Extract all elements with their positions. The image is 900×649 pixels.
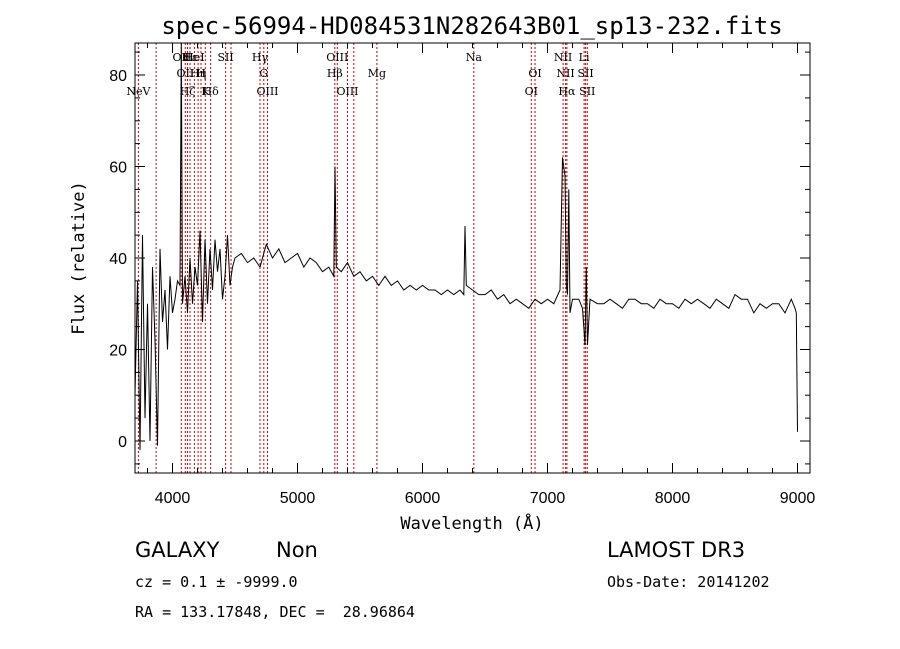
x-axis: 4000 5000 6000 7000 8000 9000: [147, 43, 816, 507]
observation-date: Obs-Date: 20141202: [607, 573, 770, 591]
line-marker-label: G: [259, 67, 268, 80]
line-marker-label: Hγ: [252, 51, 269, 64]
chart-title: spec-56994-HD084531N282643B01_sp13-232.f…: [161, 12, 782, 40]
line-marker-label: Hη: [190, 67, 206, 80]
line-marker-label: OIII: [336, 85, 358, 98]
object-subclass: Non: [276, 538, 318, 562]
line-marker-label: Hδ: [202, 85, 219, 98]
line-marker-label: Hβ: [327, 67, 343, 80]
y-tick-label: 0: [118, 434, 127, 451]
survey-name: LAMOST DR3: [607, 538, 746, 562]
line-marker-label: SII: [577, 67, 593, 80]
y-tick-label: 40: [109, 251, 127, 268]
line-marker-label: OI: [528, 67, 541, 80]
line-marker-label: OI: [525, 85, 538, 98]
x-tick-label: 6000: [405, 490, 441, 507]
y-tick-label: 60: [109, 160, 127, 177]
line-marker-label: Li: [579, 51, 590, 64]
x-tick-label: 8000: [655, 490, 691, 507]
line-marker-label: OIII: [256, 85, 278, 98]
line-marker-label: Na: [466, 51, 483, 64]
line-marker-label: NeV: [126, 85, 151, 98]
line-marker-label: HeI: [184, 51, 204, 64]
y-tick-label: 20: [109, 343, 127, 360]
x-axis-title: Wavelength (Å): [400, 512, 543, 534]
line-marker-label: Hε: [182, 51, 198, 64]
x-tick-label: 5000: [280, 490, 316, 507]
spectrum-line: [134, 42, 798, 451]
line-marker-label: SII: [217, 51, 233, 64]
y-axis: 0 20 40 60 80: [109, 51, 810, 465]
line-marker-label: Hζ: [180, 85, 196, 98]
plot-frame: [134, 42, 811, 474]
redshift-readout: cz = 0.1 ± -9999.0: [135, 573, 298, 591]
x-tick-label: 4000: [155, 490, 191, 507]
object-class: GALAXY: [135, 538, 220, 562]
line-marker-label: OIII: [326, 51, 348, 64]
y-axis-title: Flux (relative): [69, 181, 89, 335]
line-marker-label: H: [196, 67, 206, 80]
x-tick-label: 9000: [780, 490, 816, 507]
line-marker-label: NII: [556, 67, 574, 80]
coordinates-readout: RA = 133.17848, DEC = 28.96864: [135, 603, 415, 621]
y-tick-label: 80: [109, 68, 127, 85]
x-tick-label: 7000: [530, 490, 566, 507]
line-marker-label: Mg: [368, 67, 386, 80]
line-marker-label: Hα: [558, 85, 576, 98]
line-marker-label: SII: [579, 85, 595, 98]
line-marker-label: K: [201, 85, 210, 98]
line-marker-label: NII: [554, 51, 572, 64]
